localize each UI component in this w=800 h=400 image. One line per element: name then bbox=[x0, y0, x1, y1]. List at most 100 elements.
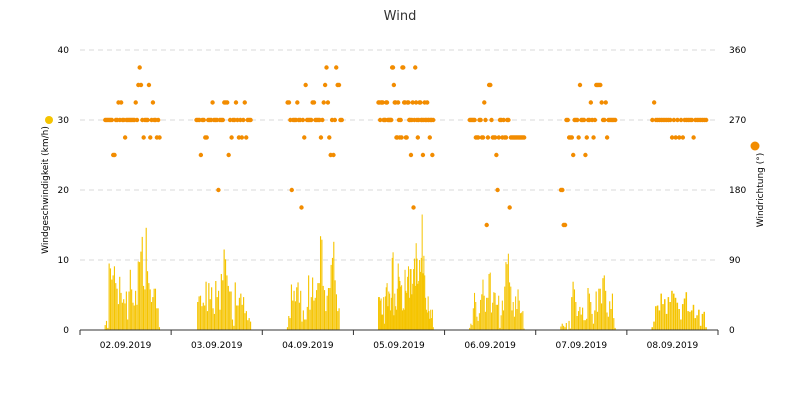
speed-bar bbox=[427, 296, 429, 330]
speed-bar bbox=[412, 283, 414, 330]
speed-bar bbox=[128, 291, 130, 330]
speed-bar bbox=[117, 304, 119, 330]
direction-point bbox=[425, 100, 430, 105]
speed-bar bbox=[517, 289, 519, 330]
direction-point bbox=[300, 117, 306, 123]
speed-bar bbox=[380, 298, 382, 330]
speed-bar bbox=[198, 296, 200, 330]
left-tick-label: 20 bbox=[58, 186, 70, 196]
direction-point bbox=[418, 100, 423, 105]
speed-bar bbox=[421, 214, 423, 330]
speed-bar bbox=[431, 318, 433, 330]
speed-bar bbox=[378, 297, 380, 330]
speed-bar bbox=[499, 327, 501, 330]
speed-bar bbox=[152, 297, 154, 330]
speed-bar bbox=[220, 274, 222, 330]
speed-bar bbox=[318, 283, 320, 330]
speed-bar bbox=[513, 316, 515, 330]
speed-bar bbox=[383, 297, 385, 330]
speed-bar bbox=[224, 259, 227, 330]
speed-bar bbox=[109, 268, 112, 330]
direction-point bbox=[303, 82, 308, 88]
direction-point bbox=[598, 82, 603, 88]
speed-bar bbox=[664, 299, 666, 330]
direction-point bbox=[581, 117, 587, 123]
direction-point bbox=[495, 187, 500, 193]
direction-point bbox=[112, 152, 117, 158]
x-tick-label: 04.09.2019 bbox=[282, 341, 334, 351]
direction-point bbox=[413, 65, 418, 70]
speed-bar bbox=[309, 309, 311, 330]
speed-bar bbox=[603, 275, 605, 330]
direction-point bbox=[671, 117, 677, 123]
speed-bar bbox=[401, 285, 403, 330]
speed-bar bbox=[492, 302, 494, 330]
direction-point bbox=[327, 135, 332, 140]
speed-bar bbox=[136, 304, 138, 330]
speed-bar bbox=[124, 303, 126, 330]
speed-bar bbox=[119, 276, 121, 330]
direction-point bbox=[689, 117, 695, 123]
speed-bar bbox=[510, 286, 512, 330]
speed-bar bbox=[398, 276, 400, 330]
direction-point bbox=[675, 117, 680, 123]
speed-bar bbox=[104, 325, 106, 330]
speed-bar bbox=[316, 290, 318, 330]
direction-point bbox=[413, 100, 419, 105]
speed-bar bbox=[669, 302, 671, 330]
speed-bar bbox=[217, 290, 220, 330]
speed-bar bbox=[406, 292, 408, 330]
speed-bar bbox=[486, 297, 488, 330]
speed-bar bbox=[233, 325, 235, 330]
speed-bar bbox=[583, 320, 585, 330]
speed-bar bbox=[660, 293, 662, 330]
direction-point bbox=[384, 100, 390, 105]
wind-speed-bars bbox=[104, 214, 707, 330]
speed-bar bbox=[330, 264, 332, 330]
speed-bar bbox=[141, 236, 143, 330]
direction-point bbox=[401, 65, 406, 70]
legend-speed-marker[interactable] bbox=[45, 116, 53, 124]
speed-bar bbox=[115, 283, 117, 330]
direction-point bbox=[286, 100, 292, 105]
speed-bar bbox=[129, 269, 131, 330]
direction-point bbox=[588, 100, 594, 105]
direction-point bbox=[311, 100, 317, 105]
direction-point bbox=[506, 117, 511, 123]
speed-bar bbox=[662, 304, 664, 330]
speed-bar bbox=[588, 293, 590, 330]
speed-bar bbox=[687, 311, 689, 330]
speed-bar bbox=[384, 323, 386, 330]
direction-point bbox=[577, 82, 583, 88]
direction-point bbox=[501, 117, 506, 123]
speed-bar bbox=[338, 308, 340, 330]
left-tick-label: 10 bbox=[58, 256, 70, 266]
legend-direction-marker[interactable] bbox=[750, 141, 760, 151]
speed-bar bbox=[335, 294, 337, 330]
speed-bar bbox=[594, 310, 596, 330]
speed-bar bbox=[705, 327, 707, 330]
direction-point bbox=[669, 135, 675, 140]
speed-bar bbox=[394, 293, 396, 330]
speed-bar bbox=[213, 313, 215, 330]
speed-bar bbox=[579, 306, 581, 330]
speed-bar bbox=[516, 309, 518, 330]
speed-bar bbox=[681, 304, 684, 330]
direction-point bbox=[216, 187, 221, 193]
direction-point bbox=[289, 187, 294, 193]
speed-bar bbox=[425, 309, 427, 330]
speed-bar bbox=[674, 297, 677, 330]
speed-bar bbox=[319, 236, 322, 330]
speed-bar bbox=[238, 297, 241, 330]
speed-bar bbox=[563, 325, 565, 330]
speed-bar bbox=[407, 266, 409, 330]
speed-bar bbox=[404, 269, 406, 330]
direction-point bbox=[575, 117, 580, 123]
speed-bar bbox=[157, 308, 159, 330]
right-tick-label: 90 bbox=[729, 256, 741, 266]
direction-point bbox=[485, 135, 491, 140]
speed-bar bbox=[140, 251, 142, 330]
x-tick-label: 03.09.2019 bbox=[191, 341, 243, 351]
left-tick-label: 0 bbox=[63, 326, 69, 336]
direction-point bbox=[677, 135, 682, 140]
